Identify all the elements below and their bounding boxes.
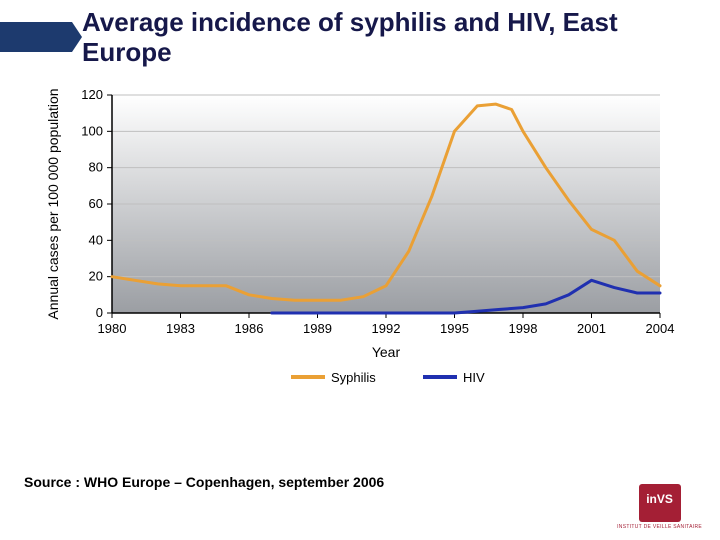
chart-svg: 0 20 40 60 80 100 120 1980 1983 1986 1989 1992 1995 1… xyxy=(40,85,680,415)
incidence-chart: 0 20 40 60 80 100 120 1980 1983 1986 1989 1992 1995 1… xyxy=(40,85,680,415)
svg-text:1983: 1983 xyxy=(166,321,195,336)
slide-title: Average incidence of syphilis and HIV, E… xyxy=(82,8,700,68)
svg-text:40: 40 xyxy=(89,232,103,247)
source-citation: Source : WHO Europe – Copenhagen, septem… xyxy=(24,474,384,490)
svg-text:1992: 1992 xyxy=(372,321,401,336)
svg-text:0: 0 xyxy=(96,305,103,320)
svg-text:80: 80 xyxy=(89,160,103,175)
svg-text:Year: Year xyxy=(372,344,401,360)
svg-text:HIV: HIV xyxy=(463,370,485,385)
svg-text:60: 60 xyxy=(89,196,103,211)
logo-text: inVS xyxy=(639,492,681,506)
svg-text:1980: 1980 xyxy=(98,321,127,336)
svg-text:1986: 1986 xyxy=(235,321,264,336)
svg-text:Syphilis: Syphilis xyxy=(331,370,376,385)
svg-text:1995: 1995 xyxy=(440,321,469,336)
logo-subtitle: INSTITUT DE VEILLE SANITAIRE xyxy=(617,524,702,530)
svg-text:1998: 1998 xyxy=(509,321,538,336)
header-flag xyxy=(0,22,72,52)
svg-text:2001: 2001 xyxy=(577,321,606,336)
svg-text:Annual cases per 100 000 popul: Annual cases per 100 000 population xyxy=(45,88,61,319)
header-flag-tail xyxy=(72,22,82,52)
svg-text:120: 120 xyxy=(81,87,103,102)
svg-text:1989: 1989 xyxy=(303,321,332,336)
svg-text:100: 100 xyxy=(81,123,103,138)
svg-text:20: 20 xyxy=(89,269,103,284)
svg-text:2004: 2004 xyxy=(646,321,675,336)
invs-logo: inVS INSTITUT DE VEILLE SANITAIRE xyxy=(617,484,702,530)
